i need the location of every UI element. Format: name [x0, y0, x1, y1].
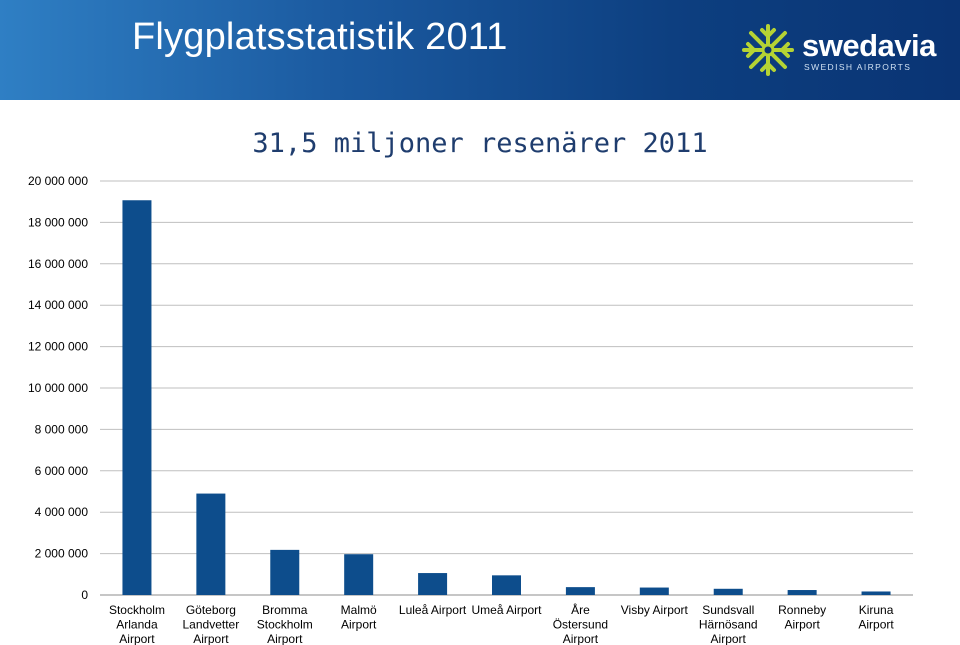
bar — [787, 590, 817, 595]
x-category-label: Sundsvall Härnösand Airport — [699, 603, 758, 645]
y-tick-label: 10 000 000 — [28, 381, 88, 395]
bar — [639, 587, 669, 595]
x-category-label: Kiruna Airport — [858, 603, 894, 632]
x-category-label: Umeå Airport — [471, 603, 542, 617]
y-tick-label: 4 000 000 — [35, 505, 89, 519]
y-tick-label: 2 000 000 — [35, 547, 89, 561]
bar — [861, 591, 891, 595]
logo-tagline: SWEDISH AIRPORTS — [804, 62, 912, 72]
x-category-label: Stockholm Arlanda Airport — [109, 603, 165, 645]
y-tick-label: 16 000 000 — [28, 257, 88, 271]
swedavia-logo: swedavia SWEDISH AIRPORTS — [740, 22, 936, 78]
x-category-label: Malmö Airport — [341, 603, 377, 632]
y-tick-label: 8 000 000 — [35, 422, 89, 436]
y-tick-label: 6 000 000 — [35, 464, 89, 478]
bar — [270, 549, 300, 595]
x-category-label: Göteborg Landvetter Airport — [183, 603, 240, 645]
bar — [418, 573, 448, 595]
bar — [344, 554, 374, 595]
bar — [713, 588, 743, 595]
y-tick-label: 14 000 000 — [28, 298, 88, 312]
bar — [565, 587, 595, 595]
logo-wordmark: swedavia — [802, 28, 936, 63]
x-category-label: Luleå Airport — [399, 603, 467, 617]
y-tick-label: 12 000 000 — [28, 340, 88, 354]
bar — [196, 493, 226, 595]
x-category-label: Ronneby Airport — [778, 603, 826, 632]
chart-title: 31,5 miljoner resenärer 2011 — [252, 128, 708, 159]
y-tick-label: 20 000 000 — [28, 174, 88, 188]
x-category-label: Bromma Stockholm Airport — [257, 603, 313, 645]
bar — [492, 575, 521, 595]
snowflake-icon — [742, 24, 794, 76]
y-tick-label: 18 000 000 — [28, 215, 88, 229]
header-banner: Flygplatsstatistik 2011 swedavia SWEDISH… — [0, 0, 960, 100]
y-tick-label: 0 — [81, 588, 88, 602]
bar — [122, 200, 152, 595]
x-category-label: Visby Airport — [621, 603, 689, 617]
page-title: Flygplatsstatistik 2011 — [132, 16, 508, 58]
x-category-label: Åre Östersund Airport — [553, 602, 608, 645]
